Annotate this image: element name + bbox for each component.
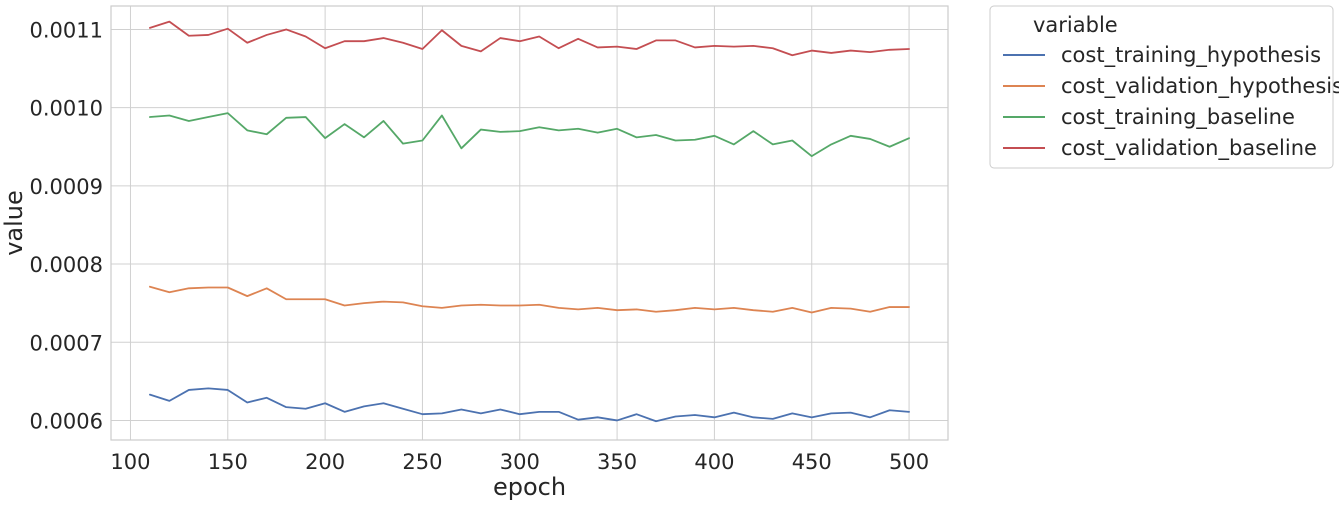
series-line-cost-validation-hypothesis [149,285,910,314]
series-line-cost-training-baseline [149,112,910,158]
y-tick-label: 0.0011 [30,18,103,42]
grid-lines [111,6,948,440]
legend-label: cost_validation_baseline [1061,136,1317,161]
series-line-cost-training-hypothesis [149,387,910,423]
x-tick-label: 150 [208,450,248,474]
legend-title: variable [1033,13,1118,37]
y-tick-labels: 0.0006 0.0007 0.0008 0.0009 0.0010 0.0011 [30,18,103,433]
legend-items: cost_training_hypothesis cost_validation_… [1003,43,1339,161]
x-tick-label: 450 [792,450,832,474]
y-tick-label: 0.0010 [30,97,103,121]
x-tick-label: 300 [500,450,540,474]
x-axis-title: epoch [493,473,566,501]
legend-label: cost_training_baseline [1061,105,1295,130]
x-tick-label: 350 [597,450,637,474]
series-line-cost-validation-baseline [149,20,910,57]
x-tick-label: 500 [889,450,929,474]
x-tick-label: 100 [110,450,150,474]
legend-box [989,5,1334,169]
y-tick-label: 0.0008 [30,253,103,277]
plot-area-frame [110,5,949,441]
legend-label: cost_training_hypothesis [1061,43,1321,68]
y-tick-label: 0.0009 [30,175,103,199]
y-tick-label: 0.0007 [30,331,103,355]
legend: variable cost_training_hypothesis cost_va… [989,5,1339,169]
legend-label: cost_validation_hypothesis [1061,74,1339,99]
x-tick-label: 400 [694,450,734,474]
x-tick-labels: 100 150 200 250 300 350 400 450 500 [110,450,929,474]
x-tick-label: 200 [305,450,345,474]
y-axis-title: value [0,190,28,256]
series-lines [149,20,910,423]
y-tick-label: 0.0006 [30,409,103,433]
x-tick-label: 250 [402,450,442,474]
